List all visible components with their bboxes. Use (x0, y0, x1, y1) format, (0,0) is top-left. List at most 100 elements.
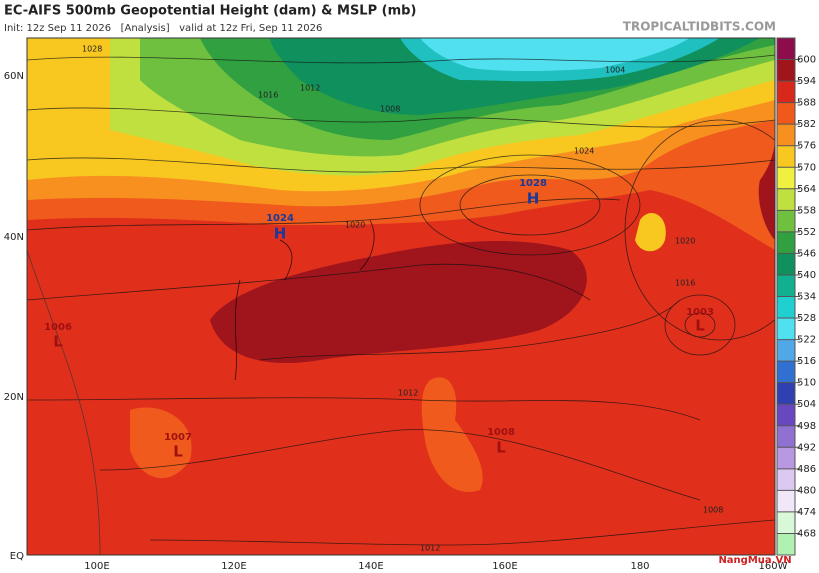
lat-label: EQ (10, 551, 24, 562)
contour-label: 1016 (258, 91, 278, 100)
field-594-east (758, 140, 775, 240)
colorbar-label: 480 (797, 485, 816, 496)
contour-label: 1008 (703, 506, 723, 515)
site-credit: TROPICALTIDBITS.COM (623, 20, 776, 34)
contour-label: 1012 (398, 389, 418, 398)
contour-label: 1020 (345, 221, 365, 230)
lat-label: 20N (4, 392, 24, 403)
colorbar-label: 546 (797, 248, 816, 259)
contour-label: 1028 (82, 45, 102, 54)
lon-label: 160E (492, 561, 517, 572)
colorbar-label: 492 (797, 442, 816, 453)
colorbar-cell (777, 124, 795, 147)
field-594 (210, 240, 587, 364)
colorbar-cell (777, 382, 795, 405)
lon-label: 100E (84, 561, 109, 572)
isobars (27, 54, 775, 555)
center-letter: L (53, 333, 63, 351)
lon-label: 120E (221, 561, 246, 572)
colorbar-cell (777, 38, 795, 61)
colorbar-label: 486 (797, 464, 816, 475)
title: EC-AIFS 500mb Geopotential Height (dam) … (4, 4, 416, 19)
colorbar-cell (777, 425, 795, 448)
colorbar-label: 594 (797, 76, 816, 87)
lon-label: 160W (759, 561, 788, 572)
colorbar-label: 504 (797, 399, 816, 410)
colorbar-label: 552 (797, 227, 816, 238)
colorbar: 600 594 588 582 576 570 564 558 552 546 540 534 528 5… (776, 37, 816, 556)
colorbar-cell (777, 468, 795, 491)
center-value: 1028 (519, 178, 547, 189)
center-value: 1024 (266, 213, 294, 224)
colorbar-cell (777, 81, 795, 104)
colorbar-label: 564 (797, 184, 816, 195)
longitude-labels: 100E 120E 140E 160E 180 160W (84, 561, 787, 572)
colorbar-cell (777, 533, 795, 556)
colorbar-label: 558 (797, 205, 816, 216)
colorbar-cell (777, 296, 795, 319)
colorbar-cell (777, 253, 795, 276)
colorbar-cell (777, 404, 795, 427)
colorbar-label: 576 (797, 141, 816, 152)
field-582-south (421, 377, 483, 492)
colorbar-label: 516 (797, 356, 816, 367)
colorbar-label: 522 (797, 335, 816, 346)
lon-label: 140E (358, 561, 383, 572)
colorbar-label: 540 (797, 270, 816, 281)
contour-label: 1016 (675, 279, 695, 288)
colorbar-cell (777, 210, 795, 233)
center-letter: H (274, 225, 287, 243)
colorbar-label: 570 (797, 162, 816, 173)
center-value: 1008 (487, 427, 515, 438)
colorbar-cell (777, 490, 795, 513)
center-letter: L (496, 439, 506, 457)
colorbar-cell (777, 447, 795, 470)
center-value: 1007 (164, 432, 192, 443)
map-frame (26, 37, 776, 556)
colorbar-label: 510 (797, 378, 816, 389)
contour-label: 1012 (300, 84, 320, 93)
map-field: 1028 1016 1012 1008 1004 1024 1020 1020 … (27, 38, 775, 555)
field-570-ridge (635, 212, 666, 252)
field-582-west (130, 407, 192, 479)
colorbar-cell (777, 102, 795, 125)
center-value: 1006 (44, 322, 72, 333)
colorbar-cell (777, 339, 795, 362)
colorbar-cell (777, 188, 795, 211)
center-letter: H (527, 190, 540, 208)
pressure-centers: 1028 H 1024 H 1006 L 1007 L 1008 L 1003 … (44, 178, 714, 461)
contour-labels: 1028 1016 1012 1008 1004 1024 1020 1020 … (82, 45, 723, 553)
colorbar-cell (777, 361, 795, 384)
colorbar-label: 498 (797, 421, 816, 432)
contour-label: 1012 (420, 544, 440, 553)
contour-label: 1020 (675, 237, 695, 246)
lat-label: 40N (4, 232, 24, 243)
latitude-labels: 60N 40N 20N EQ (4, 71, 24, 562)
contour-label: 1004 (605, 66, 625, 75)
colorbar-cell (777, 59, 795, 82)
colorbar-cell (777, 274, 795, 297)
contour-label: 1024 (574, 147, 594, 156)
center-letter: L (173, 443, 183, 461)
colorbar-label: 588 (797, 98, 816, 109)
colorbar-label: 600 (797, 55, 816, 66)
colorbar-label: 534 (797, 292, 816, 303)
colorbar-cell (777, 318, 795, 341)
watermark: NangMua.VN (718, 555, 791, 566)
lon-label: 180 (630, 561, 649, 572)
center-letter: L (695, 317, 705, 335)
contour-label: 1008 (380, 105, 400, 114)
subtitle: Init: 12z Sep 11 2026 [Analysis] valid a… (4, 23, 322, 34)
field-534 (420, 38, 690, 71)
colorbar-cell (777, 231, 795, 254)
colorbar-label: 474 (797, 507, 816, 518)
colorbar-cell (777, 145, 795, 168)
colorbar-label: 528 (797, 313, 816, 324)
colorbar-label: 582 (797, 119, 816, 130)
colorbar-cell (777, 167, 795, 190)
center-value: 1003 (686, 307, 714, 318)
lat-label: 60N (4, 71, 24, 82)
colorbar-cell (777, 511, 795, 534)
colorbar-label: 468 (797, 528, 816, 539)
